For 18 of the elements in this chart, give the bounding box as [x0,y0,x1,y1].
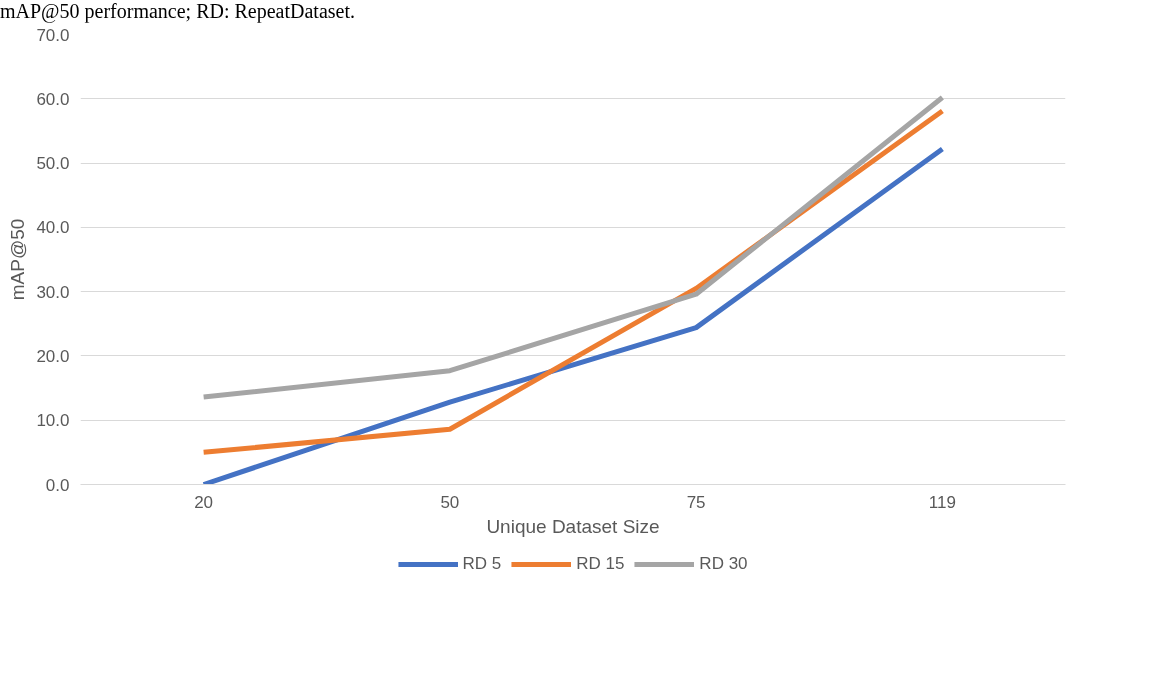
y-axis-title: mAP@50 [7,218,29,301]
y-tick-label: 0.0 [45,475,70,495]
text: mAP@50 performance; RD: RepeatDataset. [0,0,355,22]
legend-label: RD 5 [462,554,502,574]
legend-label: RD 15 [576,554,625,574]
legend-label: RD 30 [699,554,748,574]
y-tick-label: 50.0 [36,154,70,174]
y-tick-label: 20.0 [36,346,70,366]
x-tick-label: 50 [440,492,460,512]
y-tick-label: 60.0 [36,89,70,109]
y-tick-label: 40.0 [36,218,70,238]
y-tick-label: 30.0 [36,282,70,302]
y-tick-label: 10.0 [36,411,70,431]
x-tick-label: 119 [928,492,956,512]
y-tick-label: 70.0 [36,25,70,45]
x-axis-title: Unique Dataset Size [486,515,660,537]
x-tick-label: 75 [686,492,706,512]
x-tick-label: 20 [194,492,214,512]
